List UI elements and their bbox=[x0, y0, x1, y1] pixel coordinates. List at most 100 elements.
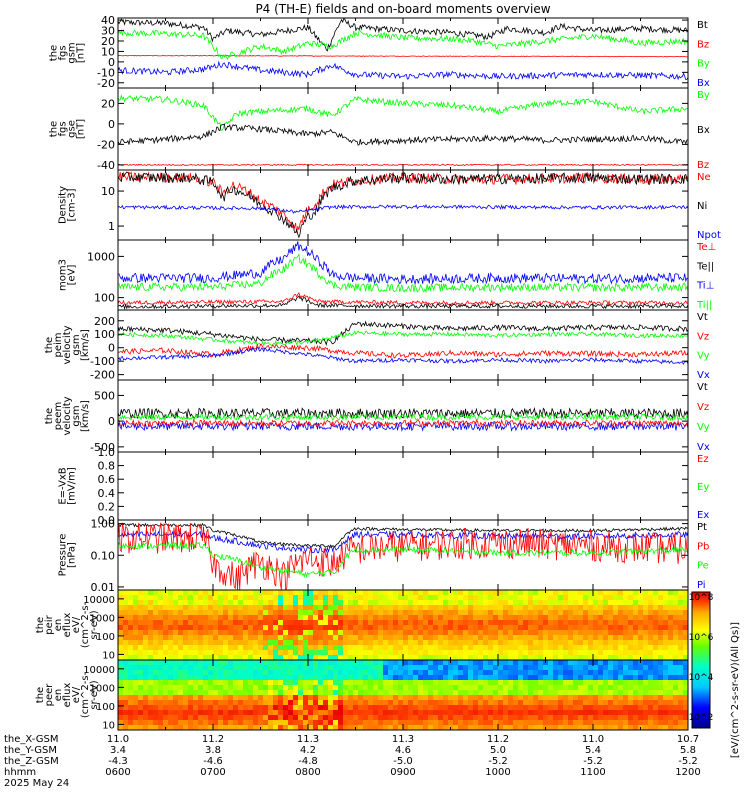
ylabel-line: [nT] bbox=[76, 119, 87, 139]
legend-vy: Vy bbox=[697, 351, 710, 362]
time-axis-value: 11.0 bbox=[582, 734, 604, 745]
y-tick-label: 1.00 bbox=[91, 518, 116, 531]
series-vz-line bbox=[118, 343, 688, 359]
series-vz-line bbox=[118, 418, 688, 428]
y-tick-label: 20 bbox=[101, 35, 115, 48]
y-tick-label: 0.4 bbox=[98, 487, 116, 500]
series-group bbox=[118, 18, 688, 81]
series-pi-line bbox=[118, 529, 688, 554]
footer-row-label: the_Y-GSM bbox=[4, 745, 57, 756]
ylabel-line: [eV] bbox=[67, 265, 78, 286]
time-axis-value: 5.4 bbox=[585, 745, 601, 756]
figure-title: P4 (TH-E) fields and on-board moments ov… bbox=[255, 2, 550, 16]
ylabel-line: [mV/m] bbox=[67, 467, 78, 505]
legend-ex: Ex bbox=[697, 510, 709, 521]
time-axis-value: -5.2 bbox=[488, 756, 508, 767]
panel-density: Density[cm-3] 1 10 Ne Ni Npot bbox=[58, 169, 721, 241]
y-tick-label: 100 bbox=[96, 632, 115, 643]
y-tick-label: 10 bbox=[102, 720, 115, 731]
series-pb-line bbox=[118, 522, 688, 590]
y-tick-label: 10 bbox=[101, 45, 115, 58]
legend-bx: Bx bbox=[697, 78, 710, 89]
legend-vt: Vt bbox=[697, 312, 708, 323]
y-tick-label: -20 bbox=[97, 138, 115, 151]
ylabel-line: fgs bbox=[58, 45, 69, 60]
ylabel-line: gsm bbox=[71, 334, 82, 355]
ylabel-line: Pressure bbox=[58, 534, 69, 577]
time-axis-value: 5.0 bbox=[490, 745, 506, 756]
y-tick-label: -500 bbox=[90, 441, 115, 454]
legend-ti: Ti|| bbox=[696, 300, 712, 311]
legend-vx: Vx bbox=[697, 370, 710, 381]
y-tick-label: 10000 bbox=[83, 665, 115, 676]
y-tick-label: 10 bbox=[102, 650, 115, 661]
series-te-line bbox=[118, 292, 688, 306]
ylabel-line: velocity bbox=[62, 396, 73, 435]
y-tick-label: 500 bbox=[94, 389, 115, 402]
ylabel-line: gse bbox=[67, 120, 78, 138]
legend-vz: Vz bbox=[697, 402, 709, 413]
series-vt-line bbox=[118, 320, 688, 346]
time-axis-value: 11.3 bbox=[392, 734, 414, 745]
series-group bbox=[118, 320, 688, 365]
footer-row-label: the_X-GSM bbox=[4, 734, 58, 745]
legend-pt: Pt bbox=[697, 522, 707, 533]
time-axis-value: 0700 bbox=[200, 767, 225, 778]
ylabel-line: eflux bbox=[62, 683, 73, 708]
ylabel-line: [nT] bbox=[76, 43, 87, 63]
panel-frame bbox=[117, 309, 689, 381]
legend-bx: Bx bbox=[697, 125, 710, 136]
time-axis-value: -5.2 bbox=[678, 756, 698, 767]
ylabel-line: en bbox=[53, 689, 64, 702]
series-pt-line bbox=[118, 522, 688, 548]
legend-ni: Ni bbox=[697, 201, 707, 212]
ylabel-line: the bbox=[49, 121, 60, 137]
series-by-line bbox=[118, 94, 688, 131]
legend-by: By bbox=[697, 90, 710, 101]
time-axis-value: 0800 bbox=[295, 767, 320, 778]
y-tick-label: -20 bbox=[97, 77, 115, 90]
y-tick-label: 0 bbox=[108, 415, 115, 428]
ylabel-line: E=-VxB bbox=[58, 467, 69, 504]
y-tick-label: 1000 bbox=[87, 250, 115, 263]
ylabel-line: [km/s] bbox=[80, 400, 91, 432]
ylabel-line: (cm^2-s- bbox=[80, 671, 91, 718]
series-vt-line bbox=[118, 406, 688, 420]
ylabel-line: en bbox=[53, 619, 64, 632]
series-group bbox=[118, 94, 688, 167]
legend-ez: Ez bbox=[697, 454, 709, 465]
series-vy-line bbox=[118, 412, 688, 422]
colorbar-tick: 10^4 bbox=[689, 673, 714, 683]
ylabel-line: gsm bbox=[71, 405, 82, 426]
series-npot-line bbox=[118, 204, 688, 214]
ylabel-line: sr-eV) bbox=[89, 680, 100, 709]
ylabel-line: the bbox=[49, 45, 60, 61]
series-ni-line bbox=[118, 171, 688, 239]
series-bt-line bbox=[118, 18, 688, 52]
energy-flux-colorbar: 10^2 10^4 10^6 10^8 [eV/(cm^2-s-sr-eV)(All Q… bbox=[689, 591, 741, 758]
time-axis-value: 4.2 bbox=[300, 745, 316, 756]
panel-frame bbox=[117, 239, 689, 311]
time-axis-value: -4.6 bbox=[203, 756, 223, 767]
legend-bt: Bt bbox=[697, 20, 708, 31]
legend-ti: Ti⊥ bbox=[696, 281, 714, 292]
legend-ey: Ey bbox=[697, 482, 709, 493]
legend-te: Te|| bbox=[696, 261, 714, 272]
series-ti-line bbox=[118, 241, 688, 286]
legend-vz: Vz bbox=[697, 331, 709, 342]
series-bx-line bbox=[118, 60, 688, 81]
series-group bbox=[118, 406, 688, 432]
ylabel-line: Density bbox=[58, 186, 69, 224]
y-tick-label: 0 bbox=[108, 342, 115, 355]
legend-te: Te⊥ bbox=[696, 242, 716, 253]
ylabel-line: the bbox=[35, 617, 46, 633]
ylabel-line: (cm^2-s- bbox=[80, 601, 91, 648]
ylabel-line: peim bbox=[53, 332, 64, 357]
series-ti-line bbox=[118, 253, 688, 294]
series-by-line bbox=[118, 28, 688, 61]
y-tick-label: 1000 bbox=[90, 613, 115, 624]
y-tick-label: 0.10 bbox=[91, 549, 116, 562]
